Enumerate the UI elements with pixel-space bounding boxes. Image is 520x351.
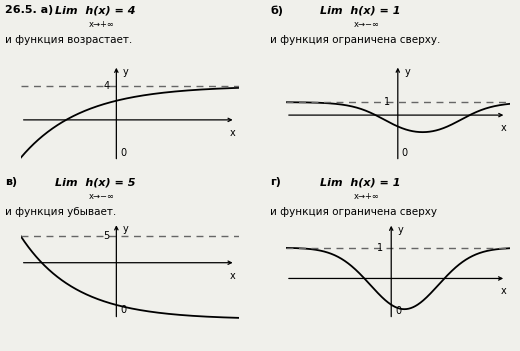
Text: x: x — [501, 123, 507, 133]
Text: и функция ограничена сверху.: и функция ограничена сверху. — [270, 35, 441, 45]
Text: 0: 0 — [121, 148, 126, 158]
Text: x→+∞: x→+∞ — [88, 20, 114, 29]
Text: Lim  h(x) = 1: Lim h(x) = 1 — [320, 177, 400, 187]
Text: 0: 0 — [395, 306, 401, 316]
Text: 26.5. а): 26.5. а) — [5, 5, 54, 15]
Text: 1: 1 — [377, 243, 383, 253]
Text: и функция ограничена сверху: и функция ограничена сверху — [270, 207, 437, 217]
Text: y: y — [398, 225, 404, 235]
Text: x: x — [230, 271, 236, 280]
Text: 0: 0 — [401, 148, 408, 158]
Text: x→+∞: x→+∞ — [354, 192, 380, 201]
Text: 5: 5 — [103, 231, 110, 241]
Text: y: y — [405, 67, 410, 77]
Text: г): г) — [270, 177, 281, 187]
Text: б): б) — [270, 5, 283, 16]
Text: 0: 0 — [121, 305, 126, 315]
Text: Lim  h(x) = 5: Lim h(x) = 5 — [55, 177, 135, 187]
Text: x→−∞: x→−∞ — [354, 20, 380, 29]
Text: в): в) — [5, 177, 17, 187]
Text: Lim  h(x) = 1: Lim h(x) = 1 — [320, 5, 400, 15]
Text: 4: 4 — [103, 81, 110, 91]
Text: и функция убывает.: и функция убывает. — [5, 207, 116, 217]
Text: y: y — [123, 224, 128, 234]
Text: и функция возрастает.: и функция возрастает. — [5, 35, 133, 45]
Text: x: x — [501, 286, 506, 296]
Text: x→−∞: x→−∞ — [88, 192, 114, 201]
Text: x: x — [230, 128, 236, 138]
Text: 1: 1 — [384, 97, 391, 107]
Text: Lim  h(x) = 4: Lim h(x) = 4 — [55, 5, 135, 15]
Text: y: y — [123, 67, 128, 77]
